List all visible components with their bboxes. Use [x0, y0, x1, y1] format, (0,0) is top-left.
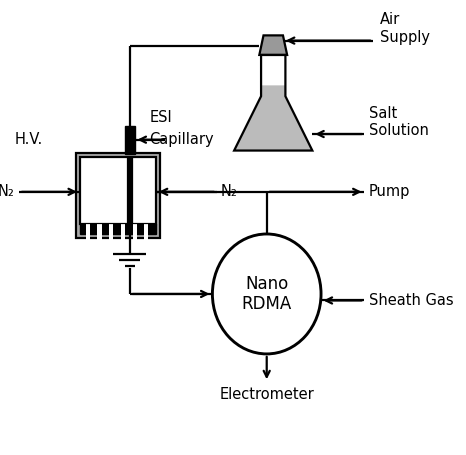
- Text: Air
Supply: Air Supply: [380, 12, 430, 45]
- Bar: [75, 153, 160, 238]
- Text: Pump: Pump: [369, 184, 410, 199]
- Ellipse shape: [212, 234, 321, 354]
- Text: Nano
RDMA: Nano RDMA: [241, 274, 292, 313]
- Text: Electrometer: Electrometer: [219, 386, 314, 401]
- Bar: [125, 126, 135, 154]
- Bar: [80, 224, 156, 234]
- Bar: [80, 157, 156, 224]
- Text: N₂: N₂: [0, 184, 14, 199]
- Text: H.V.: H.V.: [14, 132, 43, 147]
- Text: Salt
Solution: Salt Solution: [369, 106, 429, 138]
- Text: ESI: ESI: [150, 111, 172, 126]
- Text: N₂: N₂: [221, 184, 238, 199]
- Text: Capillary: Capillary: [150, 132, 214, 147]
- Polygon shape: [260, 35, 287, 55]
- Text: Sheath Gas: Sheath Gas: [369, 293, 453, 308]
- Polygon shape: [234, 86, 312, 151]
